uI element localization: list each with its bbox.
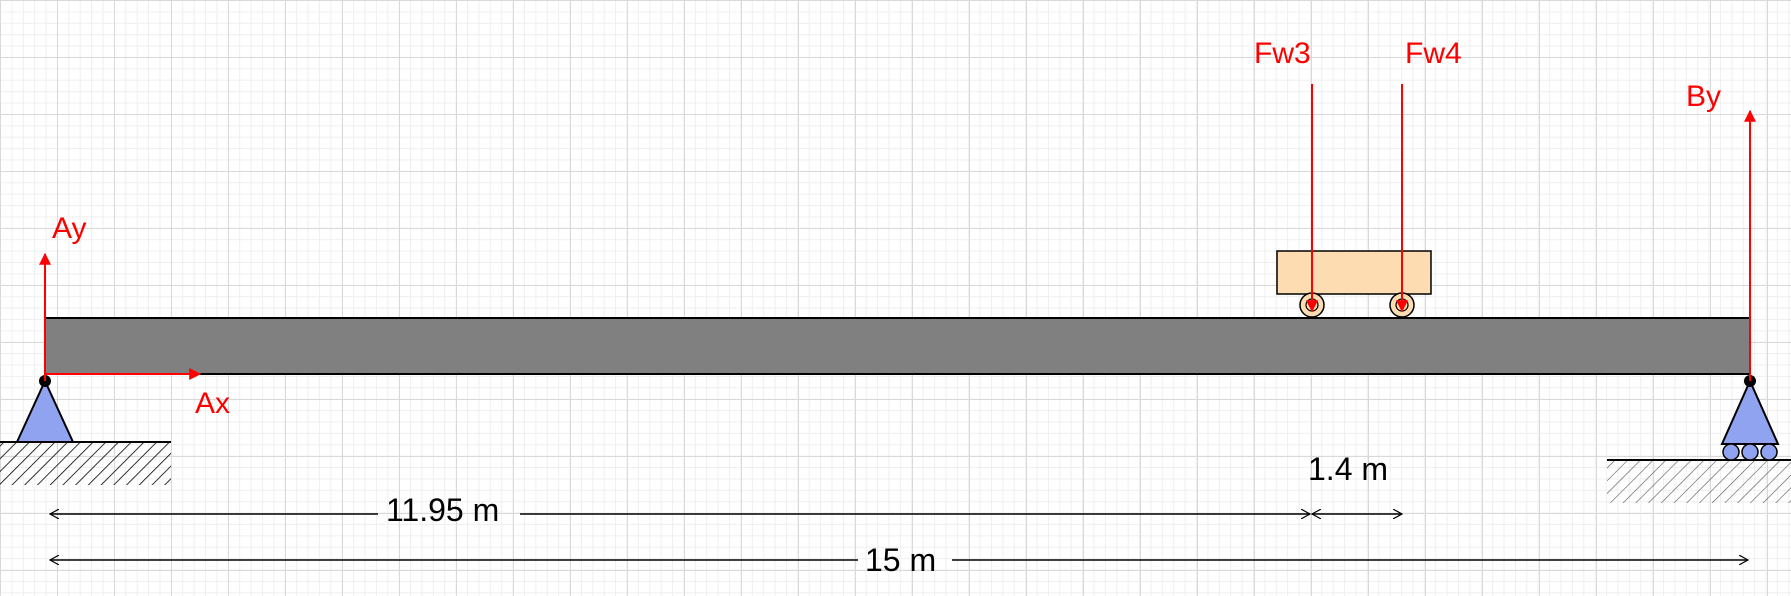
cart bbox=[1276, 250, 1432, 318]
right-roller-support bbox=[1720, 375, 1780, 461]
right-ground bbox=[1607, 459, 1791, 503]
ax-label: Ax bbox=[195, 387, 230, 420]
dimension-span: 15 m bbox=[50, 542, 1748, 578]
by-label: By bbox=[1686, 80, 1721, 113]
fw3-label: Fw3 bbox=[1254, 37, 1311, 70]
dimension-distance-to-fw3-label: 11.95 m bbox=[386, 492, 499, 528]
ay-label: Ay bbox=[52, 212, 86, 245]
beam bbox=[44, 317, 1751, 375]
left-pin-support bbox=[15, 375, 75, 443]
left-ground bbox=[0, 441, 171, 485]
dimension-wheel-spacing-label: 1.4 m bbox=[1308, 451, 1388, 487]
dimension-wheel-spacing: 1.4 m bbox=[1308, 451, 1402, 514]
dimension-span-label: 15 m bbox=[865, 542, 936, 578]
dimension-distance-to-fw3: 11.95 m bbox=[50, 492, 1310, 528]
fw4-label: Fw4 bbox=[1405, 37, 1462, 70]
